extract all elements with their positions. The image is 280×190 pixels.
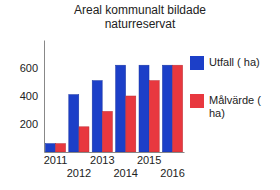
chart: Areal kommunalt bildadenaturreservat 200 4… [0, 0, 280, 190]
bar [116, 65, 126, 152]
bar [149, 81, 159, 152]
text-line: Utfall ( ha) [209, 56, 260, 68]
axis-line [44, 41, 45, 153]
tick-label: 2013 [90, 154, 114, 166]
tick-label: 2016 [160, 167, 184, 179]
bar [162, 65, 172, 152]
bar [173, 65, 183, 152]
tick: 2016 [160, 167, 184, 179]
bars [45, 65, 182, 152]
tick: 600 [20, 62, 44, 74]
x-axis: 201120122013201420152016 [44, 153, 185, 179]
tick: 2013 [90, 154, 114, 166]
text-line: ha) [209, 107, 225, 119]
tick: 2012 [67, 167, 91, 179]
tick: 2014 [113, 167, 137, 179]
tick-label: 400 [20, 90, 38, 102]
bar [79, 127, 89, 152]
title: Areal kommunalt bildadenaturreservat [74, 3, 206, 31]
text-line: Målvärde ( [209, 94, 261, 106]
bar [45, 144, 55, 152]
tick-label: 2015 [137, 154, 161, 166]
legend: Utfall ( ha) Målvärde (ha) [190, 56, 261, 119]
tick-label: 2011 [44, 154, 68, 166]
text-line: naturreservat [105, 17, 176, 31]
bar [126, 96, 136, 152]
bar [56, 144, 66, 152]
bar [102, 111, 112, 152]
tick: 2011 [44, 154, 68, 166]
text-line: Areal kommunalt bildade [74, 3, 206, 17]
bar [139, 65, 149, 152]
tick: 400 [20, 90, 44, 102]
tick-label: 2014 [113, 167, 137, 179]
y-axis: 200 400 600 [20, 41, 45, 153]
legend-label: Utfall ( ha) [209, 56, 260, 68]
bar [69, 95, 79, 152]
tick-label: 200 [20, 118, 38, 130]
legend-swatch [190, 94, 204, 108]
tick: 200 [20, 118, 44, 130]
tick-label: 600 [20, 62, 38, 74]
legend-swatch [190, 56, 204, 70]
bar [92, 81, 102, 152]
legend-label: Målvärde (ha) [209, 94, 261, 119]
tick: 2015 [137, 154, 161, 166]
tick-label: 2012 [67, 167, 91, 179]
